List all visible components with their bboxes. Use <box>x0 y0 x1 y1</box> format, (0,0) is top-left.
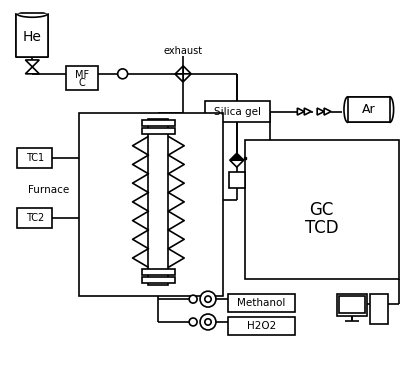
Circle shape <box>205 319 211 325</box>
Bar <box>17 13 48 57</box>
Text: TC1: TC1 <box>26 153 44 163</box>
Polygon shape <box>297 108 304 115</box>
Circle shape <box>200 314 216 330</box>
Bar <box>370 294 388 324</box>
Text: He: He <box>23 30 42 44</box>
Bar <box>245 140 399 279</box>
Bar <box>228 294 295 312</box>
Circle shape <box>189 295 197 303</box>
Polygon shape <box>175 74 183 82</box>
Polygon shape <box>304 108 311 115</box>
Polygon shape <box>25 60 39 67</box>
Text: Methanol: Methanol <box>238 298 286 308</box>
Polygon shape <box>183 74 191 82</box>
Circle shape <box>200 291 216 307</box>
Bar <box>339 296 365 313</box>
Text: exhaust: exhaust <box>163 46 203 56</box>
Polygon shape <box>317 108 324 115</box>
Text: GC: GC <box>310 201 334 219</box>
Polygon shape <box>183 66 191 74</box>
Circle shape <box>205 296 211 302</box>
Text: Silica gel: Silica gel <box>214 107 261 117</box>
Polygon shape <box>25 67 39 74</box>
Bar <box>141 121 175 127</box>
Polygon shape <box>230 160 244 167</box>
Bar <box>79 112 223 296</box>
Bar <box>141 269 175 275</box>
Circle shape <box>118 69 128 79</box>
Bar <box>66 66 98 90</box>
Bar <box>141 277 175 283</box>
Text: H2O2: H2O2 <box>247 321 276 331</box>
Bar <box>17 208 52 228</box>
Text: MF: MF <box>75 70 89 80</box>
Bar <box>149 118 168 285</box>
Bar <box>337 294 367 316</box>
Text: TC2: TC2 <box>26 213 44 223</box>
Bar <box>17 148 52 168</box>
Bar <box>228 317 295 335</box>
Text: Ar: Ar <box>362 103 376 116</box>
Text: Furnace: Furnace <box>27 185 69 195</box>
Circle shape <box>189 318 197 326</box>
Bar <box>205 101 270 122</box>
Text: C: C <box>79 78 85 88</box>
Bar <box>348 97 390 122</box>
Bar <box>229 172 245 188</box>
Polygon shape <box>324 108 331 115</box>
Polygon shape <box>230 153 244 160</box>
Bar <box>141 128 175 134</box>
Text: TCD: TCD <box>305 219 339 237</box>
Polygon shape <box>175 66 183 74</box>
